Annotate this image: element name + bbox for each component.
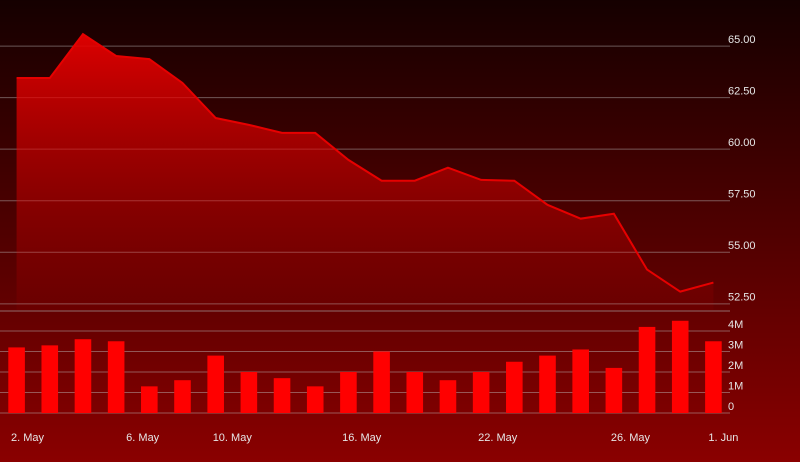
y-tick-label: 1M xyxy=(728,380,743,392)
x-tick-label: 26. May xyxy=(611,432,651,444)
volume-bar xyxy=(406,372,424,413)
volume-bar xyxy=(539,355,556,413)
y-tick-label: 2M xyxy=(728,360,743,372)
volume-bar xyxy=(107,341,125,413)
y-tick-label: 0 xyxy=(728,401,734,413)
volume-bar xyxy=(240,372,258,413)
volume-bar xyxy=(572,349,589,413)
volume-bar xyxy=(306,386,324,413)
volume-bar xyxy=(472,372,490,413)
y-tick-label: 3M xyxy=(728,339,743,351)
area-fill xyxy=(16,34,714,310)
volume-bar xyxy=(141,386,158,413)
x-tick-label: 6. May xyxy=(126,432,160,444)
x-tick-label: 1. Jun xyxy=(708,432,738,444)
volume-bar xyxy=(273,378,291,413)
volume-bar xyxy=(340,372,357,413)
y-tick-label: 55.00 xyxy=(728,240,756,252)
volume-bar xyxy=(373,351,390,413)
volume-bar xyxy=(506,361,523,413)
y-tick-label: 62.50 xyxy=(728,86,756,98)
volume-bar xyxy=(41,345,59,413)
x-tick-label: 2. May xyxy=(11,432,45,444)
volume-bar xyxy=(174,380,191,413)
y-tick-label: 4M xyxy=(728,319,743,331)
volume-bar xyxy=(74,339,92,413)
volume-bar xyxy=(8,347,25,413)
volume-bar xyxy=(207,355,224,413)
volume-bar xyxy=(705,341,722,413)
x-tick-label: 10. May xyxy=(213,432,253,444)
volume-bar xyxy=(638,326,656,413)
y-tick-label: 52.50 xyxy=(728,292,756,304)
price-line xyxy=(16,32,714,293)
x-tick-label: 16. May xyxy=(342,432,382,444)
x-tick-label: 22. May xyxy=(478,432,518,444)
volume-bar xyxy=(671,320,689,413)
volume-bar xyxy=(605,367,623,413)
y-tick-label: 60.00 xyxy=(728,137,756,149)
y-tick-label: 65.00 xyxy=(728,34,756,46)
y-tick-label: 57.50 xyxy=(728,189,756,201)
volume-bar xyxy=(439,380,457,413)
